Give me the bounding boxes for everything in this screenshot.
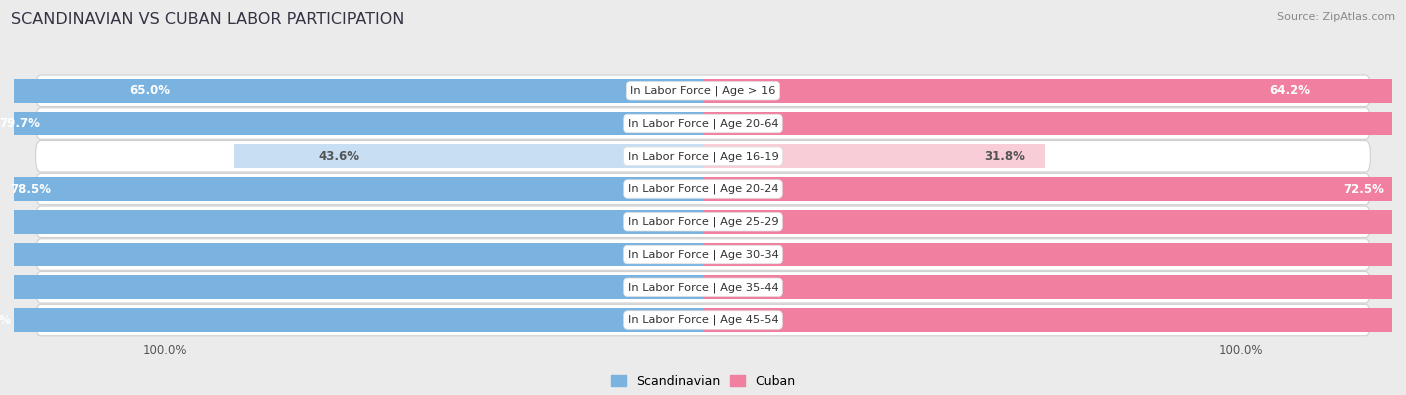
FancyBboxPatch shape <box>35 75 1371 107</box>
Text: Source: ZipAtlas.com: Source: ZipAtlas.com <box>1277 12 1395 22</box>
Bar <box>0 275 703 299</box>
Text: SCANDINAVIAN VS CUBAN LABOR PARTICIPATION: SCANDINAVIAN VS CUBAN LABOR PARTICIPATIO… <box>11 12 405 27</box>
Bar <box>0 243 703 266</box>
Text: 78.5%: 78.5% <box>10 182 51 196</box>
Bar <box>703 177 1406 201</box>
Bar <box>703 243 1406 266</box>
Bar <box>0 177 703 201</box>
Bar <box>703 79 1395 103</box>
Text: In Labor Force | Age 35-44: In Labor Force | Age 35-44 <box>627 282 779 293</box>
Text: In Labor Force | Age 20-24: In Labor Force | Age 20-24 <box>627 184 779 194</box>
Bar <box>703 275 1406 299</box>
Bar <box>233 145 703 168</box>
FancyBboxPatch shape <box>35 206 1371 237</box>
Bar <box>703 210 1406 233</box>
Text: In Labor Force | Age 25-29: In Labor Force | Age 25-29 <box>627 216 779 227</box>
Bar <box>703 145 1045 168</box>
FancyBboxPatch shape <box>35 173 1371 205</box>
Text: 64.2%: 64.2% <box>1270 84 1310 97</box>
Bar <box>0 210 703 233</box>
Text: In Labor Force | Age 45-54: In Labor Force | Age 45-54 <box>627 315 779 325</box>
Bar <box>3 79 703 103</box>
FancyBboxPatch shape <box>35 272 1371 303</box>
Text: 83.0%: 83.0% <box>0 314 11 327</box>
Text: 65.0%: 65.0% <box>129 84 170 97</box>
Text: In Labor Force | Age 20-64: In Labor Force | Age 20-64 <box>627 118 779 129</box>
FancyBboxPatch shape <box>35 304 1371 336</box>
Text: 31.8%: 31.8% <box>984 150 1025 163</box>
Bar <box>703 112 1406 135</box>
Text: In Labor Force | Age > 16: In Labor Force | Age > 16 <box>630 85 776 96</box>
Text: 79.7%: 79.7% <box>0 117 41 130</box>
Text: In Labor Force | Age 16-19: In Labor Force | Age 16-19 <box>627 151 779 162</box>
Text: In Labor Force | Age 30-34: In Labor Force | Age 30-34 <box>627 249 779 260</box>
Text: 43.6%: 43.6% <box>318 150 359 163</box>
Legend: Scandinavian, Cuban: Scandinavian, Cuban <box>606 370 800 393</box>
Bar <box>0 308 703 332</box>
Bar <box>0 112 703 135</box>
Bar <box>703 308 1406 332</box>
FancyBboxPatch shape <box>35 108 1371 139</box>
FancyBboxPatch shape <box>35 141 1371 172</box>
Text: 72.5%: 72.5% <box>1343 182 1384 196</box>
FancyBboxPatch shape <box>35 239 1371 270</box>
